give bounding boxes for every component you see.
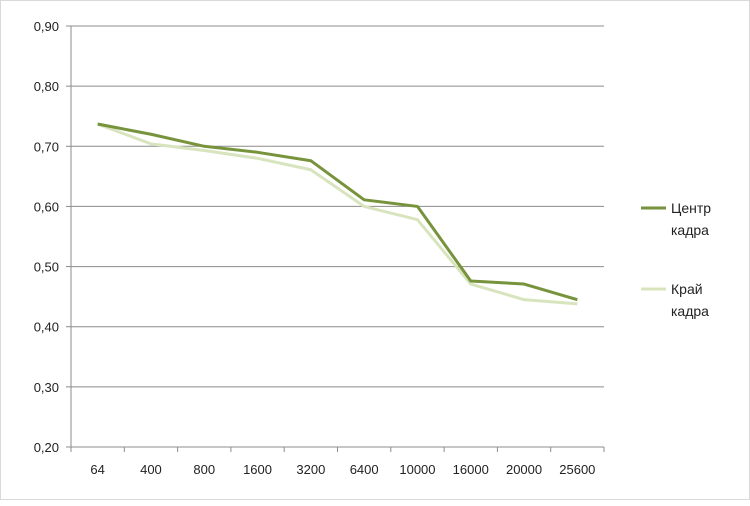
- y-tick-label: 0,50: [34, 260, 59, 275]
- y-tick-label: 0,90: [34, 19, 59, 34]
- x-tick-label: 20000: [506, 462, 542, 477]
- x-tick-label: 1600: [243, 462, 272, 477]
- x-tick-label: 64: [90, 462, 104, 477]
- y-tick-label: 0,80: [34, 79, 59, 94]
- x-tick-label: 800: [193, 462, 215, 477]
- x-tick-label: 3200: [296, 462, 325, 477]
- series-line-edge: [97, 122, 578, 306]
- y-tick-label: 0,60: [34, 199, 59, 214]
- legend-label: кадра: [671, 222, 709, 238]
- x-tick-label: 400: [140, 462, 162, 477]
- legend-label: Центр: [671, 200, 711, 216]
- y-tick-label: 0,30: [34, 380, 59, 395]
- legend-label: Край: [671, 281, 703, 297]
- x-tick-label: 16000: [453, 462, 489, 477]
- y-tick-label: 0,20: [34, 440, 59, 455]
- series-line-center: [97, 122, 578, 302]
- y-tick-label: 0,70: [34, 139, 59, 154]
- x-tick-label: 10000: [399, 462, 435, 477]
- x-tick-label: 25600: [559, 462, 595, 477]
- y-tick-label: 0,40: [34, 320, 59, 335]
- legend-label: кадра: [671, 303, 709, 319]
- x-tick-label: 6400: [350, 462, 379, 477]
